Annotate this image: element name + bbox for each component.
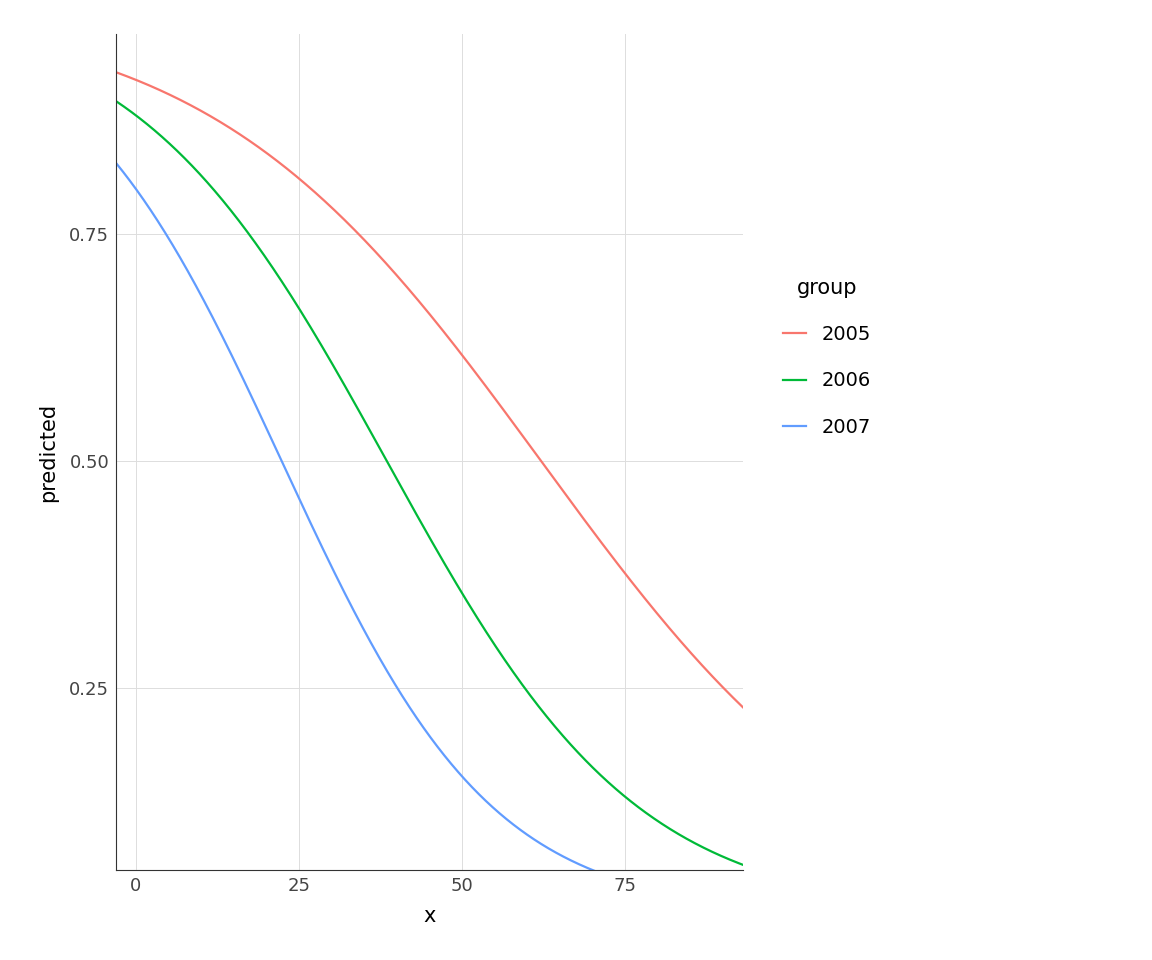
Line: 2007: 2007 — [116, 163, 743, 904]
2006 — [109, 95, 123, 107]
X-axis label: x: x — [423, 906, 435, 925]
2007 — [173, 252, 187, 263]
2007 — [609, 873, 623, 884]
2006 — [609, 783, 623, 795]
2005 — [609, 556, 623, 567]
2007 — [598, 869, 612, 880]
2005 — [363, 240, 377, 252]
Y-axis label: predicted: predicted — [38, 402, 58, 501]
2006 — [598, 774, 612, 785]
2007 — [736, 899, 750, 910]
2007 — [109, 157, 123, 169]
2006 — [363, 424, 377, 436]
2006 — [385, 465, 399, 476]
2005 — [598, 541, 612, 553]
2007 — [385, 674, 399, 685]
2005 — [736, 702, 750, 713]
2006 — [173, 148, 187, 159]
Legend: 2005, 2006, 2007: 2005, 2006, 2007 — [783, 277, 871, 437]
2007 — [539, 842, 553, 853]
2006 — [736, 859, 750, 871]
2007 — [363, 635, 377, 646]
2005 — [385, 264, 399, 276]
2006 — [539, 710, 553, 722]
2005 — [539, 463, 553, 474]
Line: 2005: 2005 — [116, 72, 743, 708]
Line: 2006: 2006 — [116, 101, 743, 865]
2005 — [173, 94, 187, 106]
2005 — [109, 66, 123, 78]
